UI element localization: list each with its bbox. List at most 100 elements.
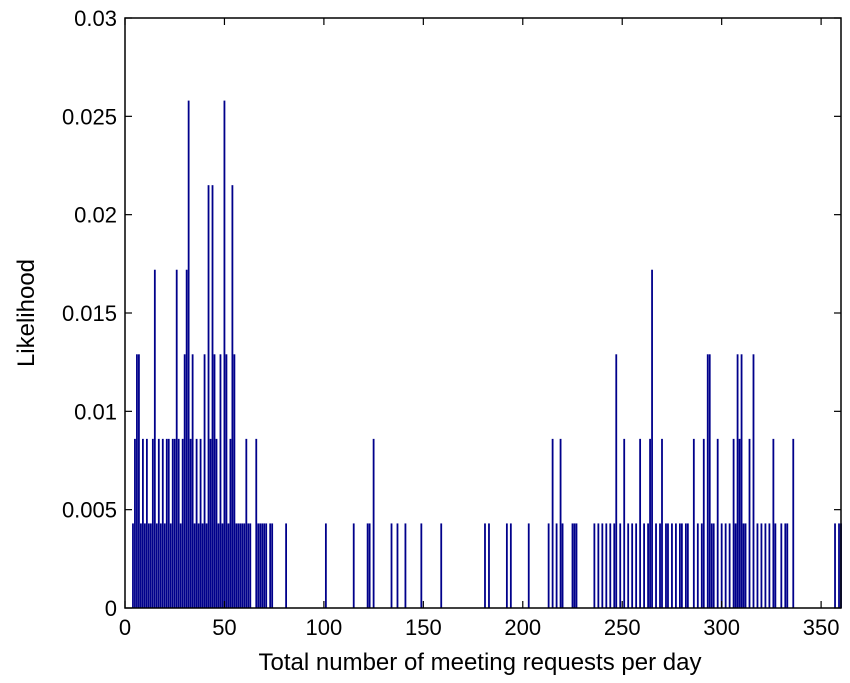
bar bbox=[243, 523, 246, 608]
bar bbox=[655, 523, 657, 608]
bar bbox=[838, 523, 840, 608]
bar bbox=[269, 523, 272, 608]
bar bbox=[366, 523, 369, 608]
bar bbox=[235, 523, 238, 608]
bar bbox=[171, 438, 174, 608]
x-axis-label: Total number of meeting requests per day bbox=[259, 649, 702, 676]
bar bbox=[205, 523, 208, 608]
bar bbox=[263, 523, 266, 608]
bar bbox=[217, 523, 220, 608]
y-tick-label: 0.025 bbox=[62, 104, 117, 129]
bar bbox=[527, 523, 530, 608]
bar bbox=[390, 523, 393, 608]
bar bbox=[324, 523, 327, 608]
y-tick-label: 0 bbox=[105, 596, 117, 621]
plot-area bbox=[125, 18, 841, 608]
bar bbox=[147, 523, 150, 608]
bar bbox=[786, 523, 789, 608]
bar bbox=[159, 523, 162, 608]
bar bbox=[488, 523, 490, 608]
y-axis-label: Likelihood bbox=[13, 259, 40, 367]
x-tick-label: 300 bbox=[703, 615, 740, 640]
bar bbox=[215, 438, 218, 608]
bar bbox=[667, 523, 669, 608]
bar bbox=[271, 523, 274, 608]
bar bbox=[155, 523, 158, 608]
bar bbox=[207, 185, 210, 609]
bar bbox=[724, 523, 727, 608]
bar bbox=[720, 523, 723, 608]
bar bbox=[547, 523, 550, 608]
bar bbox=[613, 523, 616, 608]
bar bbox=[245, 438, 248, 608]
bar bbox=[605, 523, 608, 608]
bar bbox=[195, 438, 198, 608]
bar bbox=[651, 269, 653, 608]
bar bbox=[209, 438, 212, 608]
bar bbox=[193, 523, 196, 608]
bar bbox=[249, 523, 252, 608]
bar bbox=[675, 523, 677, 608]
bar bbox=[679, 523, 681, 608]
bar bbox=[593, 523, 596, 608]
bar bbox=[760, 523, 763, 608]
bar bbox=[183, 354, 186, 608]
bar bbox=[555, 523, 558, 608]
bar bbox=[649, 438, 651, 608]
bar bbox=[692, 438, 695, 608]
bar bbox=[639, 438, 642, 608]
bar bbox=[213, 354, 216, 608]
y-tick-label: 0.01 bbox=[74, 399, 117, 424]
bar bbox=[231, 185, 234, 609]
bar bbox=[225, 354, 228, 608]
bar bbox=[237, 523, 240, 608]
bar bbox=[619, 523, 622, 608]
y-tick-label: 0.02 bbox=[74, 203, 117, 228]
bar bbox=[571, 523, 574, 608]
bar bbox=[647, 523, 649, 608]
bar bbox=[157, 438, 160, 608]
bar bbox=[229, 438, 232, 608]
bar bbox=[780, 523, 783, 608]
bar bbox=[484, 523, 486, 608]
bar bbox=[665, 523, 667, 608]
bar bbox=[151, 438, 154, 608]
x-tick-label: 100 bbox=[306, 615, 343, 640]
bar bbox=[573, 523, 576, 608]
bar bbox=[440, 523, 443, 608]
bar bbox=[635, 523, 638, 608]
bar bbox=[145, 438, 148, 608]
bar bbox=[153, 269, 156, 608]
bar bbox=[169, 523, 172, 608]
bar bbox=[368, 523, 371, 608]
bar bbox=[684, 523, 687, 608]
bar bbox=[211, 185, 214, 609]
bar bbox=[255, 438, 258, 608]
bar bbox=[671, 523, 673, 608]
bar bbox=[784, 523, 787, 608]
bar bbox=[285, 523, 287, 608]
bar bbox=[189, 438, 192, 608]
plot-frame bbox=[124, 17, 842, 609]
bar bbox=[734, 523, 737, 608]
bar bbox=[219, 354, 222, 608]
bar bbox=[191, 354, 194, 608]
bar bbox=[143, 523, 146, 608]
x-tick-label: 250 bbox=[604, 615, 641, 640]
bar bbox=[181, 438, 184, 608]
bar bbox=[142, 438, 144, 608]
bar bbox=[702, 438, 705, 608]
y-tick-label: 0.015 bbox=[62, 301, 117, 326]
bar bbox=[149, 523, 152, 608]
bar bbox=[728, 523, 731, 608]
bar bbox=[197, 523, 200, 608]
bar bbox=[627, 523, 630, 608]
bar bbox=[509, 523, 512, 608]
x-tick-label: 200 bbox=[504, 615, 541, 640]
y-tick-label: 0.005 bbox=[62, 498, 117, 523]
bar bbox=[764, 523, 767, 608]
x-tick-label: 150 bbox=[405, 615, 442, 640]
bar bbox=[615, 354, 618, 608]
bar bbox=[774, 523, 777, 608]
